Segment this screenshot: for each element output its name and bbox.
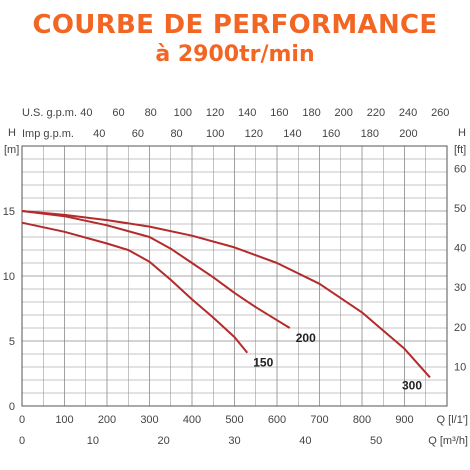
tick-label-x-imp-gpm: 120 [245, 128, 263, 140]
tick-label-x-imp-gpm: 80 [170, 128, 182, 140]
curve-label-200: 200 [296, 331, 316, 345]
tick-label-x-lpm: 100 [55, 414, 73, 426]
curve-300 [21, 210, 431, 379]
tick-label-y-m: 15 [3, 206, 15, 218]
tick-label-x-lpm: 600 [268, 414, 286, 426]
right-axis-label: H [458, 127, 466, 139]
tick-label-y-ft: 10 [454, 361, 466, 373]
tick-label-x-us-gpm: 60 [112, 107, 124, 119]
tick-label-x-us-gpm: 80 [145, 107, 157, 119]
tick-label-x-imp-gpm: 180 [361, 128, 379, 140]
tick-label-x-imp-gpm: 40 [93, 128, 105, 140]
tick-label-y-ft: 50 [454, 203, 466, 215]
tick-label-y-m: 0 [9, 401, 15, 413]
tick-label-x-imp-gpm: 140 [283, 128, 301, 140]
tick-label-x-m3h: 30 [228, 435, 240, 447]
tick-label-y-ft: 30 [454, 282, 466, 294]
bottom-axis-label-lpm: Q [l/1'] [437, 414, 468, 426]
tick-label-x-imp-gpm: 200 [399, 128, 417, 140]
tick-label-x-us-gpm: 180 [302, 107, 320, 119]
chart-title: COURBE DE PERFORMANCE [32, 10, 438, 40]
tick-label-x-lpm: 400 [183, 414, 201, 426]
tick-label-x-us-gpm: 260 [431, 107, 449, 119]
tick-label-x-us-gpm: 220 [367, 107, 385, 119]
grid [21, 145, 448, 407]
curve-label-300: 300 [402, 378, 422, 392]
tick-label-y-ft: 20 [454, 322, 466, 334]
top-axis-label-us-gpm: U.S. g.p.m. [22, 107, 77, 119]
tick-label-x-us-gpm: 120 [206, 107, 224, 119]
tick-label-x-lpm: 700 [310, 414, 328, 426]
curve-150 [21, 221, 249, 354]
tick-label-x-us-gpm: 240 [399, 107, 417, 119]
tick-label-x-imp-gpm: 60 [132, 128, 144, 140]
curves: 150 200 300 [21, 210, 431, 392]
tick-label-x-lpm: 200 [98, 414, 116, 426]
tick-label-x-imp-gpm: 160 [322, 128, 340, 140]
right-axis-unit: [ft] [454, 144, 466, 156]
tick-label-y-m: 5 [9, 336, 15, 348]
tick-label-x-m3h: 20 [158, 435, 170, 447]
curve-200 [21, 210, 291, 329]
chart-subtitle: à 2900tr/min [155, 42, 315, 67]
tick-label-x-m3h: 10 [87, 435, 99, 447]
tick-label-y-ft: 40 [454, 243, 466, 255]
tick-label-x-lpm: 300 [140, 414, 158, 426]
tick-label-y-ft: 60 [454, 163, 466, 175]
tick-label-x-m3h: 40 [299, 435, 311, 447]
tick-label-x-lpm: 900 [395, 414, 413, 426]
left-axis-unit: [m] [4, 144, 19, 156]
tick-label-x-us-gpm: 160 [270, 107, 288, 119]
tick-label-x-lpm: 0 [19, 414, 25, 426]
tick-label-y-m: 10 [3, 271, 15, 283]
bottom-axis-label-m3h: Q [m³/h] [428, 435, 468, 447]
plot-frame [21, 145, 448, 407]
tick-label-x-us-gpm: 40 [80, 107, 92, 119]
tick-label-x-us-gpm: 140 [238, 107, 256, 119]
tick-label-x-us-gpm: 100 [174, 107, 192, 119]
tick-label-x-us-gpm: 200 [335, 107, 353, 119]
tick-label-x-imp-gpm: 100 [206, 128, 224, 140]
left-axis-label: H [8, 127, 16, 139]
curve-label-150: 150 [253, 356, 273, 370]
tick-label-x-lpm: 800 [353, 414, 371, 426]
top-axis-label-imp-gpm: Imp g.p.m. [22, 128, 74, 140]
tick-label-x-m3h: 50 [370, 435, 382, 447]
tick-label-x-m3h: 0 [19, 435, 25, 447]
tick-label-x-lpm: 500 [225, 414, 243, 426]
